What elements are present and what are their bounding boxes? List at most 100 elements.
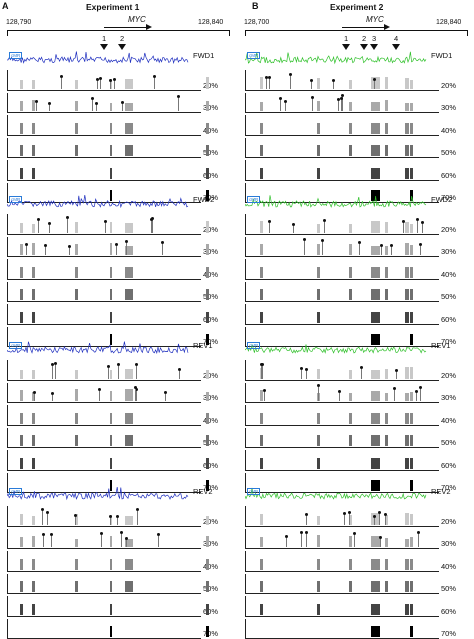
peak-bar <box>405 604 409 615</box>
track-left-edge <box>7 259 8 280</box>
minor-peak-pin <box>136 366 137 379</box>
peak-bar <box>125 267 133 278</box>
track-left-edge <box>7 574 8 595</box>
track-baseline <box>7 526 201 527</box>
minor-peak-dot <box>285 535 288 538</box>
minor-peak-dot <box>115 243 118 246</box>
minor-peak-dot <box>150 218 153 221</box>
minor-peak-pin <box>110 82 111 88</box>
peak-bar <box>110 123 112 134</box>
minor-peak-dot <box>416 218 419 221</box>
peak-bar <box>20 370 23 378</box>
minor-peak-dot <box>417 531 420 534</box>
threshold-track: 50% <box>245 574 467 595</box>
minor-peak-pin <box>361 369 362 379</box>
axis-tick-right <box>229 30 230 36</box>
minor-peak-pin <box>261 366 262 378</box>
peak-bar <box>75 370 78 378</box>
track-left-edge <box>7 529 8 550</box>
peak-marker-label: 1 <box>344 34 348 43</box>
peak-bar <box>206 267 209 278</box>
peak-bar <box>110 581 112 592</box>
minor-peak-pin <box>422 224 423 233</box>
peak-bar <box>75 222 78 232</box>
track-badge: cMR <box>247 342 260 349</box>
gene-label: MYC <box>366 15 384 24</box>
peak-bar <box>206 581 209 592</box>
peak-bar <box>206 392 209 401</box>
peak-bar <box>110 536 112 547</box>
peak-bar <box>349 393 352 401</box>
minor-peak-dot <box>419 386 422 389</box>
track-left-edge <box>7 70 8 91</box>
replicate-name: FWD2 <box>193 195 214 204</box>
coord-left: 128,700 <box>244 19 269 26</box>
minor-peak-dot <box>305 513 308 516</box>
track-left-edge <box>245 237 246 258</box>
track-left-edge <box>245 574 246 595</box>
threshold-track: 60% <box>7 304 229 325</box>
gene-label: MYC <box>128 15 146 24</box>
replicate-name: REV1 <box>193 341 213 350</box>
minor-peak-pin <box>114 81 115 89</box>
track-baseline <box>245 571 439 572</box>
threshold-track: 20% <box>245 506 467 527</box>
minor-peak-dot <box>157 533 160 536</box>
coordinate-axis <box>7 30 229 31</box>
track-baseline <box>7 279 201 280</box>
minor-peak-pin <box>306 534 307 547</box>
minor-peak-dot <box>380 244 383 247</box>
minor-peak-dot <box>33 391 36 394</box>
track-baseline <box>245 157 439 158</box>
threshold-label: 30% <box>441 247 456 256</box>
minor-peak-dot <box>91 97 94 100</box>
minor-peak-pin <box>420 389 421 401</box>
peak-bar <box>405 539 409 547</box>
track-baseline <box>7 324 201 325</box>
minor-peak-dot <box>153 75 156 78</box>
peak-bar <box>75 539 78 547</box>
peak-bar <box>371 246 380 255</box>
track-baseline <box>7 616 201 617</box>
track-baseline <box>245 180 439 181</box>
minor-peak-pin <box>178 98 179 111</box>
peak-bar <box>125 79 133 88</box>
peak-bar <box>260 559 263 570</box>
track-badge: cMR <box>9 342 22 349</box>
peak-bar <box>125 103 133 111</box>
track-baseline <box>245 279 439 280</box>
peak-bar <box>260 514 263 525</box>
track-left-edge <box>245 360 246 381</box>
minor-peak-pin <box>158 536 159 547</box>
minor-peak-dot <box>300 531 303 534</box>
minor-peak-pin <box>121 534 122 547</box>
track-baseline <box>7 571 201 572</box>
minor-peak-dot <box>305 368 308 371</box>
minor-peak-pin <box>269 79 270 89</box>
track-left-edge <box>245 214 246 235</box>
peak-bar <box>260 244 263 255</box>
track-badge: cMR <box>247 488 260 495</box>
peak-bar <box>32 123 35 134</box>
peak-bar <box>317 435 320 446</box>
track-left-edge <box>245 70 246 91</box>
minor-peak-dot <box>421 221 424 224</box>
threshold-track: 60% <box>245 596 467 617</box>
threshold-track: 30% <box>7 529 229 550</box>
track-baseline <box>7 90 201 91</box>
peak-bar <box>405 413 409 424</box>
minor-peak-pin <box>47 514 48 525</box>
track-baseline <box>7 593 201 594</box>
minor-peak-dot <box>41 508 44 511</box>
peak-bar <box>405 513 409 524</box>
minor-peak-pin <box>264 392 265 401</box>
peak-bar <box>32 581 35 592</box>
minor-peak-dot <box>332 79 335 82</box>
peak-bar <box>20 123 23 134</box>
minor-peak-dot <box>303 238 306 241</box>
threshold-label: 40% <box>441 270 456 279</box>
peak-bar <box>317 559 320 570</box>
peak-bar <box>371 102 380 111</box>
track-baseline <box>245 425 439 426</box>
peak-bar <box>349 536 352 547</box>
